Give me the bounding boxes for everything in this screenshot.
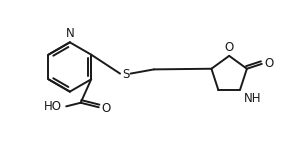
Text: O: O: [265, 57, 274, 70]
Text: O: O: [102, 102, 111, 115]
Text: S: S: [122, 68, 129, 81]
Text: NH: NH: [244, 92, 261, 105]
Text: O: O: [224, 41, 234, 54]
Text: N: N: [66, 27, 74, 40]
Text: HO: HO: [44, 100, 62, 113]
